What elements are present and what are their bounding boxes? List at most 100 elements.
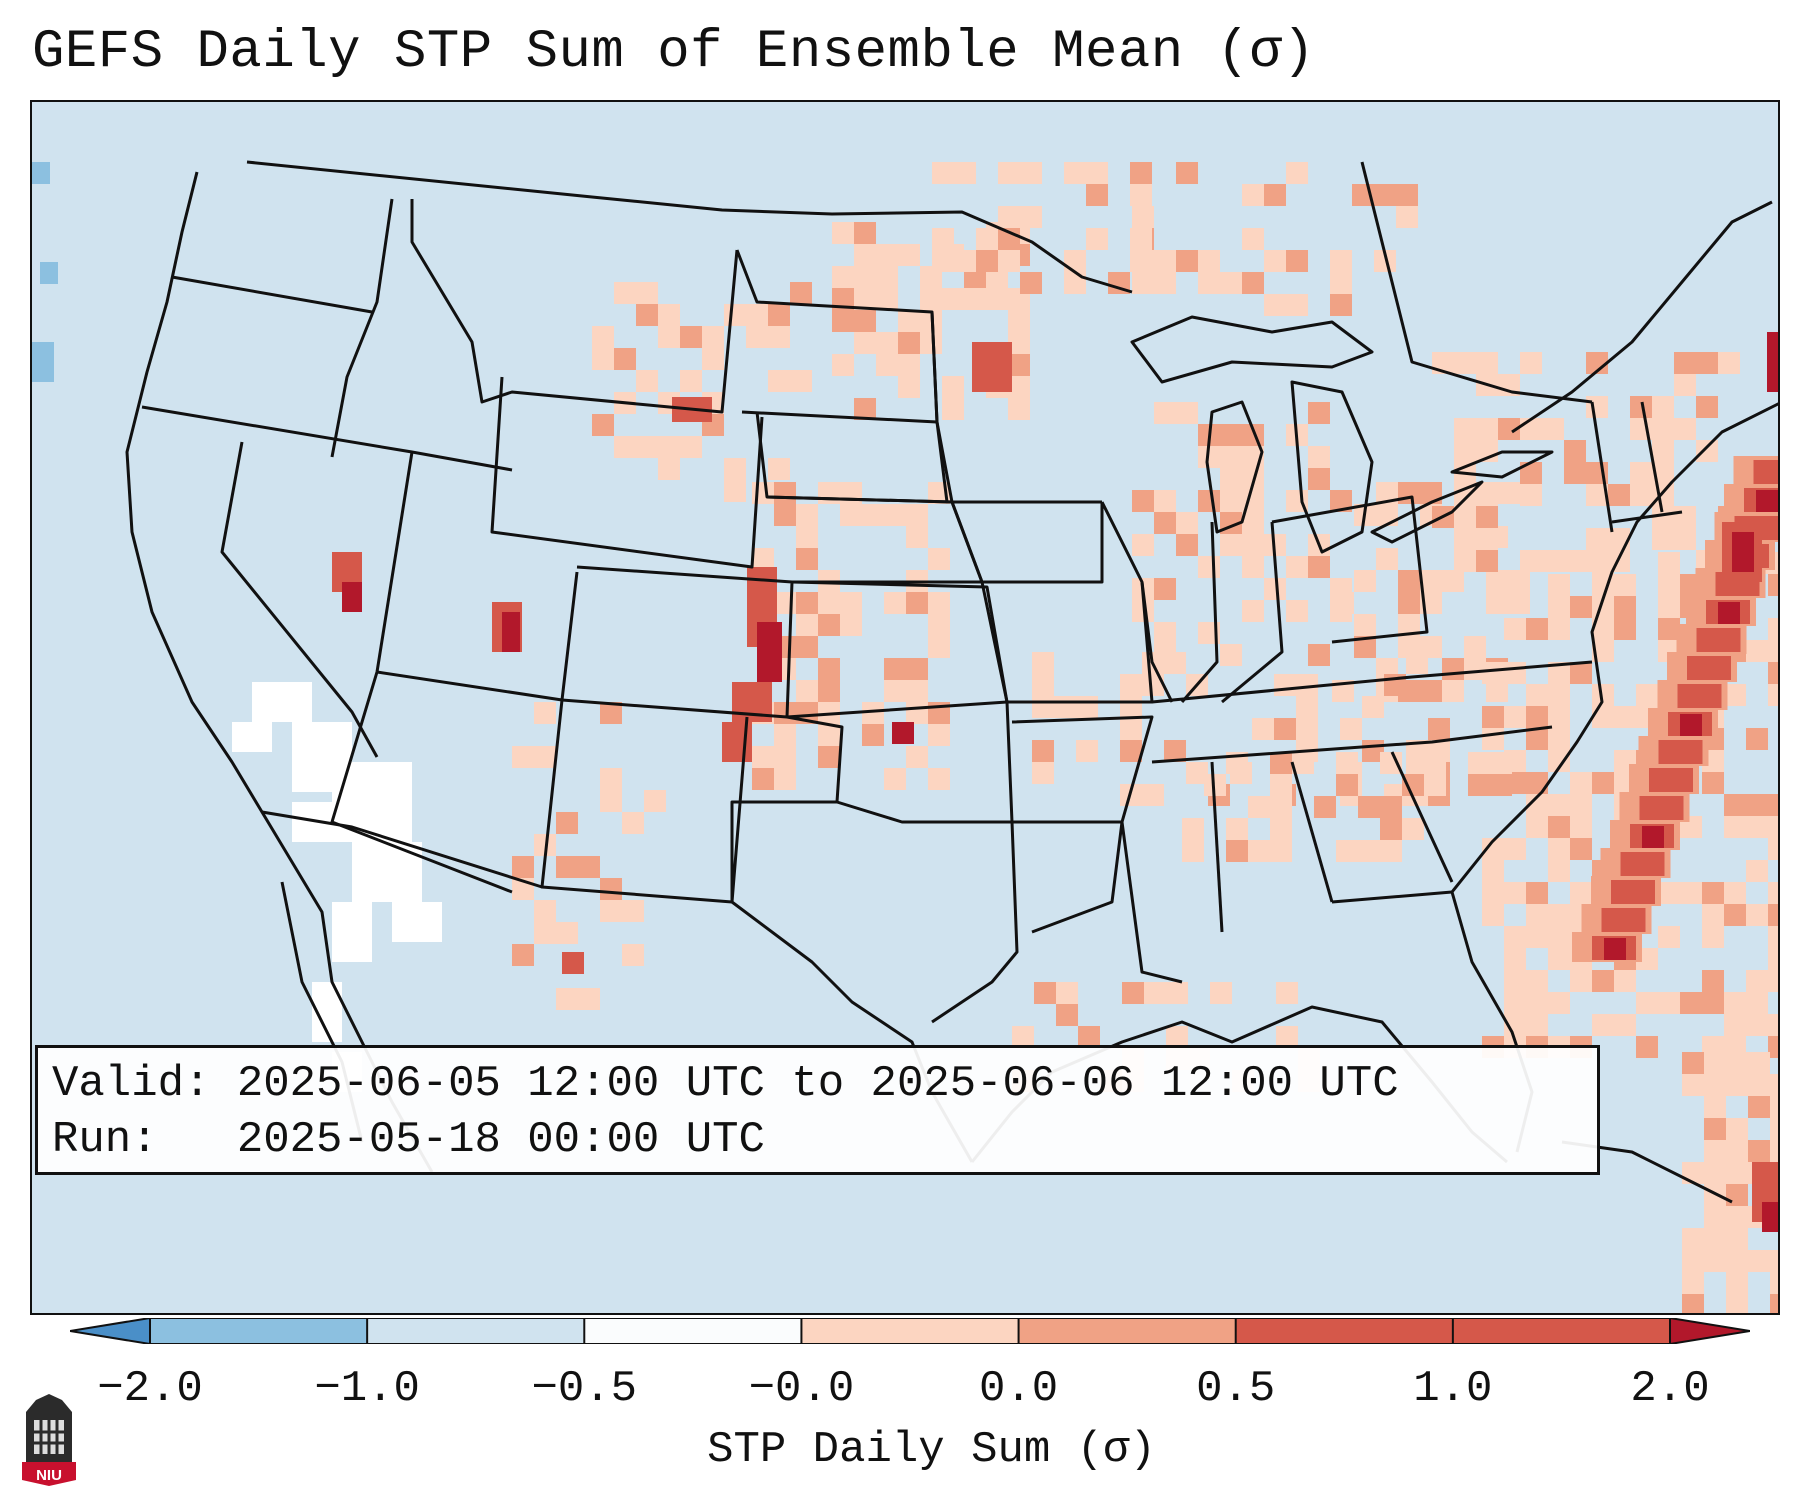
stp-cell bbox=[1490, 752, 1512, 774]
stp-cell bbox=[622, 812, 644, 834]
stp-cell bbox=[1476, 484, 1498, 506]
stp-cell bbox=[1548, 904, 1570, 926]
stp-cell bbox=[658, 304, 680, 326]
stp-cell bbox=[512, 746, 534, 768]
stp-cell bbox=[1396, 206, 1418, 228]
stp-cell bbox=[1242, 512, 1264, 534]
stp-cell bbox=[1630, 396, 1652, 418]
stp-cell bbox=[1677, 684, 1722, 708]
stp-cell bbox=[1658, 992, 1680, 1014]
stp-cell bbox=[1520, 550, 1542, 572]
stp-cell bbox=[1490, 774, 1512, 796]
stp-cell bbox=[1768, 684, 1778, 706]
stp-cell bbox=[1198, 490, 1220, 512]
stp-cell bbox=[1601, 908, 1646, 932]
stp-cell bbox=[854, 398, 876, 420]
stp-cell bbox=[906, 746, 928, 768]
stp-cell bbox=[1336, 774, 1358, 796]
stp-cell bbox=[1504, 662, 1526, 684]
stp-cell bbox=[1526, 816, 1548, 838]
stp-cell bbox=[502, 612, 520, 652]
colorbar-tick-label: 0.0 bbox=[978, 1364, 1059, 1414]
stp-cell bbox=[906, 526, 928, 548]
stp-cell bbox=[1726, 1250, 1748, 1272]
stp-cell bbox=[928, 724, 950, 746]
stp-cell bbox=[1468, 752, 1490, 774]
stp-cell bbox=[768, 458, 790, 480]
stp-cell bbox=[906, 592, 928, 614]
stp-cell bbox=[1526, 618, 1548, 640]
stp-cell bbox=[1770, 1140, 1778, 1162]
stp-cell bbox=[818, 680, 840, 702]
stp-cell bbox=[1242, 534, 1264, 556]
stp-cell bbox=[1482, 728, 1504, 750]
stp-cell bbox=[1242, 600, 1264, 622]
colorbar-tick-label: −0.0 bbox=[748, 1364, 855, 1414]
stp-cell bbox=[32, 162, 50, 184]
stp-cell bbox=[796, 614, 818, 636]
stp-cell bbox=[1276, 982, 1298, 1004]
stp-cell bbox=[1330, 272, 1352, 294]
stp-cell bbox=[1746, 860, 1768, 882]
stp-cell bbox=[1362, 696, 1384, 718]
stp-cell bbox=[1454, 506, 1476, 528]
stp-cell bbox=[1704, 1250, 1726, 1272]
stp-cell bbox=[556, 922, 578, 944]
stp-cell bbox=[1476, 550, 1498, 572]
stp-cell bbox=[832, 266, 854, 288]
stp-cell bbox=[1176, 162, 1198, 184]
stp-cell bbox=[1154, 622, 1176, 644]
stp-cell bbox=[954, 162, 976, 184]
stp-cell bbox=[1398, 570, 1420, 592]
stp-cell bbox=[592, 348, 614, 370]
stp-cell bbox=[1548, 574, 1570, 596]
stp-cell bbox=[1526, 1014, 1548, 1036]
stp-cell bbox=[342, 582, 362, 612]
stp-cell bbox=[1548, 992, 1570, 1014]
stp-cell bbox=[1220, 490, 1242, 512]
stp-cell bbox=[998, 250, 1020, 272]
stp-cell bbox=[790, 370, 812, 392]
stp-cell bbox=[1204, 774, 1226, 796]
stp-cell bbox=[1296, 674, 1318, 696]
stp-cell bbox=[854, 266, 876, 288]
stp-cell bbox=[1008, 376, 1030, 398]
stp-cell bbox=[1276, 1026, 1298, 1048]
stp-cell bbox=[1724, 816, 1746, 838]
stp-cell bbox=[1682, 1074, 1704, 1096]
stp-cell bbox=[976, 228, 998, 250]
stp-cell bbox=[1704, 1228, 1726, 1250]
stp-cell bbox=[818, 746, 840, 768]
stp-cell bbox=[392, 902, 442, 942]
stp-cell bbox=[1292, 752, 1314, 774]
stp-cell bbox=[592, 326, 614, 348]
colorbar-label: STP Daily Sum (σ) bbox=[707, 1425, 1156, 1475]
stp-cell bbox=[884, 658, 906, 680]
stp-cell bbox=[1122, 982, 1144, 1004]
colorbar-segment bbox=[150, 1318, 368, 1344]
stp-cell bbox=[1270, 774, 1292, 796]
stp-cell bbox=[1604, 938, 1626, 960]
stp-cell bbox=[1548, 728, 1570, 750]
stp-cell bbox=[1770, 1118, 1778, 1140]
stp-cell bbox=[1242, 556, 1264, 578]
stp-cell bbox=[1176, 402, 1198, 424]
stp-cell bbox=[1486, 570, 1508, 592]
stp-cell bbox=[752, 746, 774, 768]
stp-cell bbox=[1767, 332, 1778, 392]
stp-cell bbox=[1054, 696, 1076, 718]
stp-cell bbox=[876, 244, 898, 266]
stp-cell bbox=[1702, 772, 1724, 794]
stp-cell bbox=[840, 592, 862, 614]
stp-cell bbox=[1658, 552, 1680, 574]
stp-cell bbox=[796, 526, 818, 548]
stp-cell bbox=[1614, 706, 1636, 728]
stp-cell bbox=[1154, 490, 1176, 512]
stp-cell bbox=[932, 228, 954, 250]
stp-cell bbox=[1226, 818, 1248, 840]
stp-cell bbox=[1270, 840, 1292, 862]
stp-cell bbox=[1614, 970, 1636, 992]
stp-cell bbox=[1718, 352, 1740, 374]
stp-cell bbox=[1636, 1036, 1658, 1058]
colorbar-tick-label: 0.5 bbox=[1196, 1364, 1276, 1414]
